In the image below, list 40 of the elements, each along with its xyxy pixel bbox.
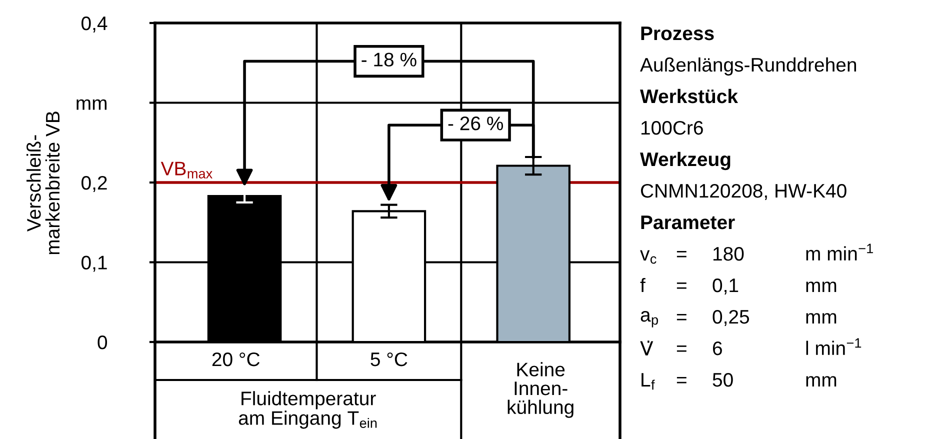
annotation: - 26 % [448,116,503,130]
text: CNMN120208, HW-K40 [640,184,846,200]
text: 180 [713,246,744,261]
text: m min$^{−1}$ [806,244,873,260]
y-tick-label: 0 [98,335,108,350]
ref-line-label: VB$_{max}$ [160,162,212,178]
text: v$_{c}$ [640,250,656,264]
text: l min$^{−1}$ [806,338,862,355]
text: Außenlängs-Runddrehen [640,57,856,76]
x-tick-label: 20 °C [212,352,260,366]
text: Werkstück [640,88,738,104]
text: 0,25 [712,310,750,326]
text: Werkzeug [640,152,730,170]
x-tick-label: Keine Innen- kühlung [508,362,574,418]
text: 50 [712,372,733,387]
text: 100Cr6 [641,120,703,135]
y-tick-label: mm [76,99,106,110]
y-tick-label: 0,1 [82,256,107,272]
y-tick-label: 0,2 [82,176,107,192]
text: L$_{f}$ [642,373,655,390]
text: 0,1 [712,278,738,295]
text: mm [806,282,836,292]
text: f [640,278,646,292]
y-tick-label: 0,4 [82,16,108,33]
text: 6 [712,341,722,356]
x-tick-label: 5 °C [370,352,408,366]
text: V̇ [640,340,654,356]
annotation: - 18 % [362,52,416,66]
text: = [676,250,686,258]
text: Parameter [641,216,735,230]
text: = [676,314,686,320]
text: mm [806,376,836,387]
text: = [676,376,686,384]
y-axis-title: Verschleiß- markenbreite VB [26,112,60,254]
x-axis-title: Fluidtemperatur am Eingang T$_{ein}$ [238,391,377,429]
text: mm [806,313,836,324]
text: = [676,345,686,352]
text: = [676,282,686,289]
text: a$_{p}$ [640,311,658,328]
text: Prozess [641,26,714,40]
